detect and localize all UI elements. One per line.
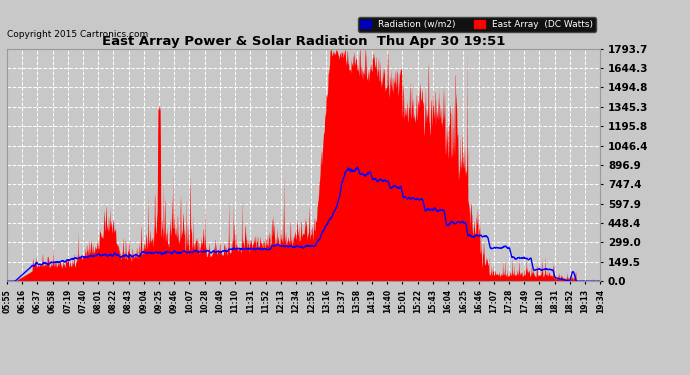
Text: Copyright 2015 Cartronics.com: Copyright 2015 Cartronics.com <box>7 30 148 39</box>
Legend: Radiation (w/m2), East Array  (DC Watts): Radiation (w/m2), East Array (DC Watts) <box>357 17 595 32</box>
Title: East Array Power & Solar Radiation  Thu Apr 30 19:51: East Array Power & Solar Radiation Thu A… <box>102 34 505 48</box>
